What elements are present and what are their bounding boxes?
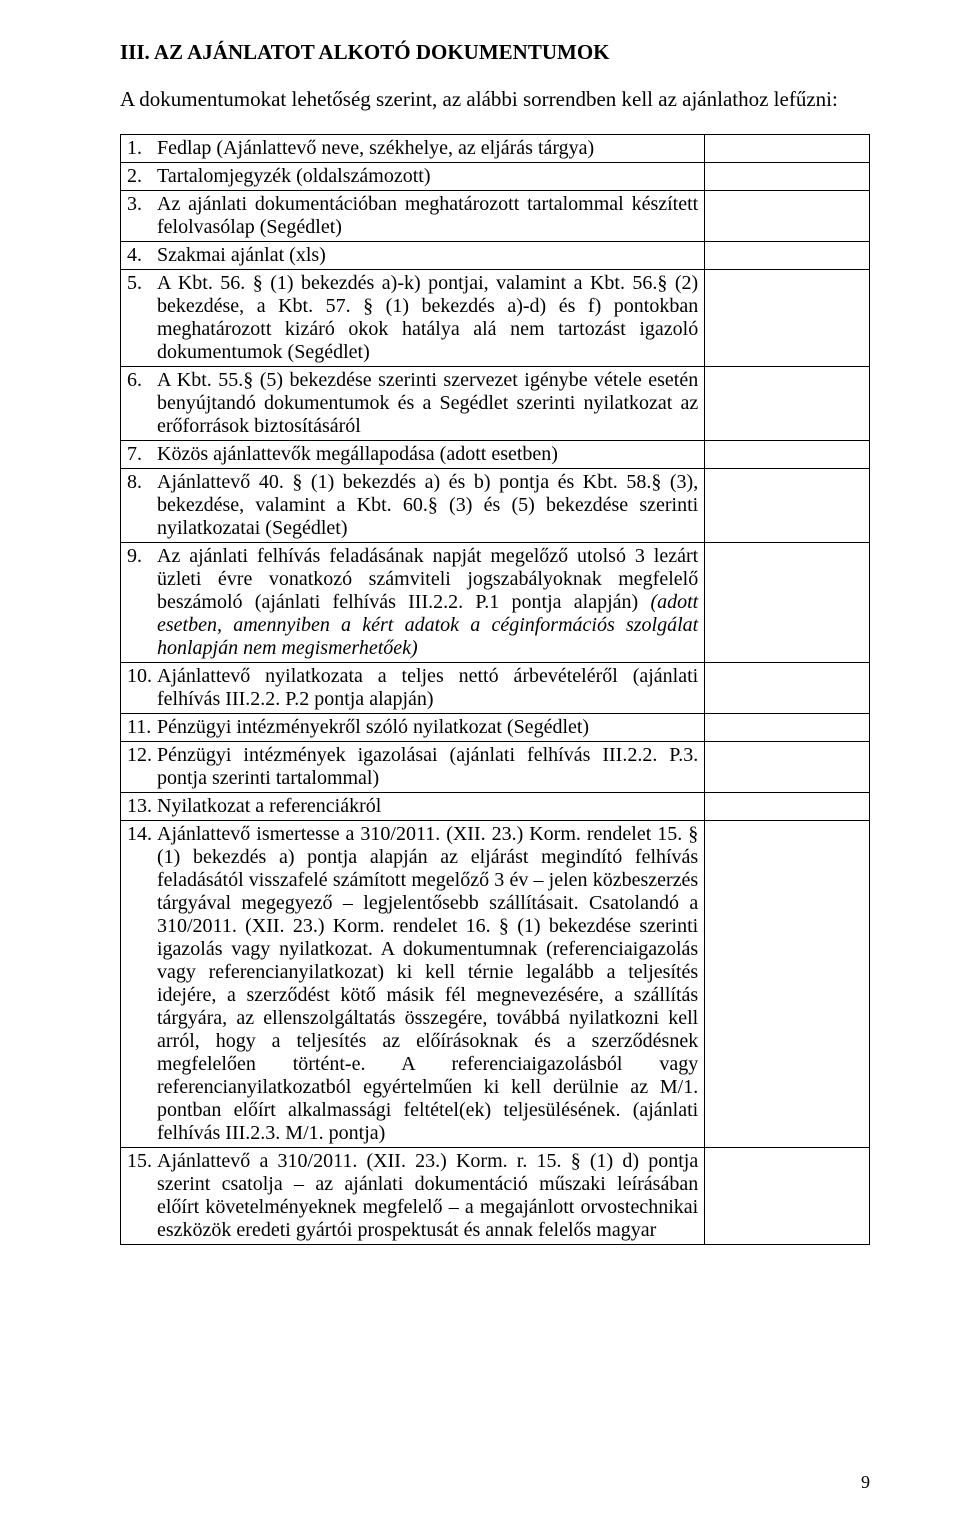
list-text: A Kbt. 55.§ (5) bekezdése szerinti szerv… (157, 369, 698, 438)
table-cell-right (705, 714, 870, 742)
table-cell-right (705, 270, 870, 367)
table-cell-right (705, 367, 870, 441)
table-row: 2.Tartalomjegyzék (oldalszámozott) (121, 163, 870, 191)
table-cell-left: 6.A Kbt. 55.§ (5) bekezdése szerinti sze… (121, 367, 705, 441)
table-row: 4.Szakmai ajánlat (xls) (121, 242, 870, 270)
list-text-plain: Az ajánlati felhívás feladásának napját … (157, 545, 698, 613)
list-number: 6. (127, 369, 157, 438)
table-cell-left: 11.Pénzügyi intézményekről szóló nyilatk… (121, 714, 705, 742)
table-cell-left: 10.Ajánlattevő nyilatkozata a teljes net… (121, 663, 705, 714)
list-number: 10. (127, 665, 157, 711)
table-row: 10.Ajánlattevő nyilatkozata a teljes net… (121, 663, 870, 714)
table-row: 7.Közös ajánlattevők megállapodása (adot… (121, 441, 870, 469)
list-text: A Kbt. 56. § (1) bekezdés a)-k) pontjai,… (157, 272, 698, 364)
list-text: Ajánlattevő 40. § (1) bekezdés a) és b) … (157, 471, 698, 540)
list-text: Ajánlattevő a 310/2011. (XII. 23.) Korm.… (157, 1150, 698, 1242)
table-cell-left: 12.Pénzügyi intézmények igazolásai (aján… (121, 742, 705, 793)
table-row: 1.Fedlap (Ajánlattevő neve, székhelye, a… (121, 135, 870, 163)
list-text: Az ajánlati dokumentációban meghatározot… (157, 193, 698, 239)
page-number: 9 (861, 1472, 870, 1493)
list-text: Szakmai ajánlat (xls) (157, 244, 698, 267)
list-text: Közös ajánlattevők megállapodása (adott … (157, 443, 698, 466)
table-row: 11.Pénzügyi intézményekről szóló nyilatk… (121, 714, 870, 742)
list-number: 2. (127, 165, 157, 188)
table-cell-left: 14.Ajánlattevő ismertesse a 310/2011. (X… (121, 821, 705, 1148)
documents-table: 1.Fedlap (Ajánlattevő neve, székhelye, a… (120, 134, 870, 1245)
list-number: 3. (127, 193, 157, 239)
table-cell-left: 15.Ajánlattevő a 310/2011. (XII. 23.) Ko… (121, 1148, 705, 1245)
table-cell-right (705, 441, 870, 469)
list-text: Fedlap (Ajánlattevő neve, székhelye, az … (157, 137, 698, 160)
list-number: 7. (127, 443, 157, 466)
table-cell-right (705, 821, 870, 1148)
intro-paragraph: A dokumentumokat lehetőség szerint, az a… (120, 87, 870, 112)
table-cell-left: 9.Az ajánlati felhívás feladásának napjá… (121, 543, 705, 663)
list-number: 15. (127, 1150, 157, 1242)
table-cell-right (705, 163, 870, 191)
table-cell-right (705, 742, 870, 793)
list-number: 9. (127, 545, 157, 660)
table-cell-left: 2.Tartalomjegyzék (oldalszámozott) (121, 163, 705, 191)
list-text: Pénzügyi intézmények igazolásai (ajánlat… (157, 744, 698, 790)
list-text: Ajánlattevő nyilatkozata a teljes nettó … (157, 665, 698, 711)
table-cell-left: 13.Nyilatkozat a referenciákról (121, 793, 705, 821)
table-cell-right (705, 1148, 870, 1245)
table-row: 3.Az ajánlati dokumentációban meghatároz… (121, 191, 870, 242)
list-number: 12. (127, 744, 157, 790)
table-row: 6.A Kbt. 55.§ (5) bekezdése szerinti sze… (121, 367, 870, 441)
table-cell-right (705, 543, 870, 663)
list-number: 13. (127, 795, 157, 818)
list-text: Tartalomjegyzék (oldalszámozott) (157, 165, 698, 188)
table-cell-right (705, 793, 870, 821)
list-text: Nyilatkozat a referenciákról (157, 795, 698, 818)
section-title: III. AZ AJÁNLATOT ALKOTÓ DOKUMENTUMOK (120, 40, 870, 65)
table-row: 13.Nyilatkozat a referenciákról (121, 793, 870, 821)
list-number: 1. (127, 137, 157, 160)
table-cell-left: 3.Az ajánlati dokumentációban meghatároz… (121, 191, 705, 242)
table-cell-left: 8.Ajánlattevő 40. § (1) bekezdés a) és b… (121, 469, 705, 543)
list-number: 14. (127, 823, 157, 1145)
table-cell-right (705, 242, 870, 270)
table-cell-left: 5.A Kbt. 56. § (1) bekezdés a)-k) pontja… (121, 270, 705, 367)
table-cell-right (705, 663, 870, 714)
table-cell-left: 1.Fedlap (Ajánlattevő neve, székhelye, a… (121, 135, 705, 163)
list-number: 8. (127, 471, 157, 540)
table-cell-right (705, 191, 870, 242)
table-row: 15.Ajánlattevő a 310/2011. (XII. 23.) Ko… (121, 1148, 870, 1245)
table-cell-right (705, 135, 870, 163)
document-page: III. AZ AJÁNLATOT ALKOTÓ DOKUMENTUMOK A … (0, 0, 960, 1523)
table-row: 5.A Kbt. 56. § (1) bekezdés a)-k) pontja… (121, 270, 870, 367)
list-number: 4. (127, 244, 157, 267)
list-text: Ajánlattevő ismertesse a 310/2011. (XII.… (157, 823, 698, 1145)
table-row: 8.Ajánlattevő 40. § (1) bekezdés a) és b… (121, 469, 870, 543)
table-row: 12.Pénzügyi intézmények igazolásai (aján… (121, 742, 870, 793)
table-cell-right (705, 469, 870, 543)
table-row: 9.Az ajánlati felhívás feladásának napjá… (121, 543, 870, 663)
list-number: 5. (127, 272, 157, 364)
list-text: Pénzügyi intézményekről szóló nyilatkoza… (157, 716, 698, 739)
table-cell-left: 4.Szakmai ajánlat (xls) (121, 242, 705, 270)
list-number: 11. (127, 716, 157, 739)
table-cell-left: 7.Közös ajánlattevők megállapodása (adot… (121, 441, 705, 469)
list-text: Az ajánlati felhívás feladásának napját … (157, 545, 698, 660)
table-row: 14.Ajánlattevő ismertesse a 310/2011. (X… (121, 821, 870, 1148)
